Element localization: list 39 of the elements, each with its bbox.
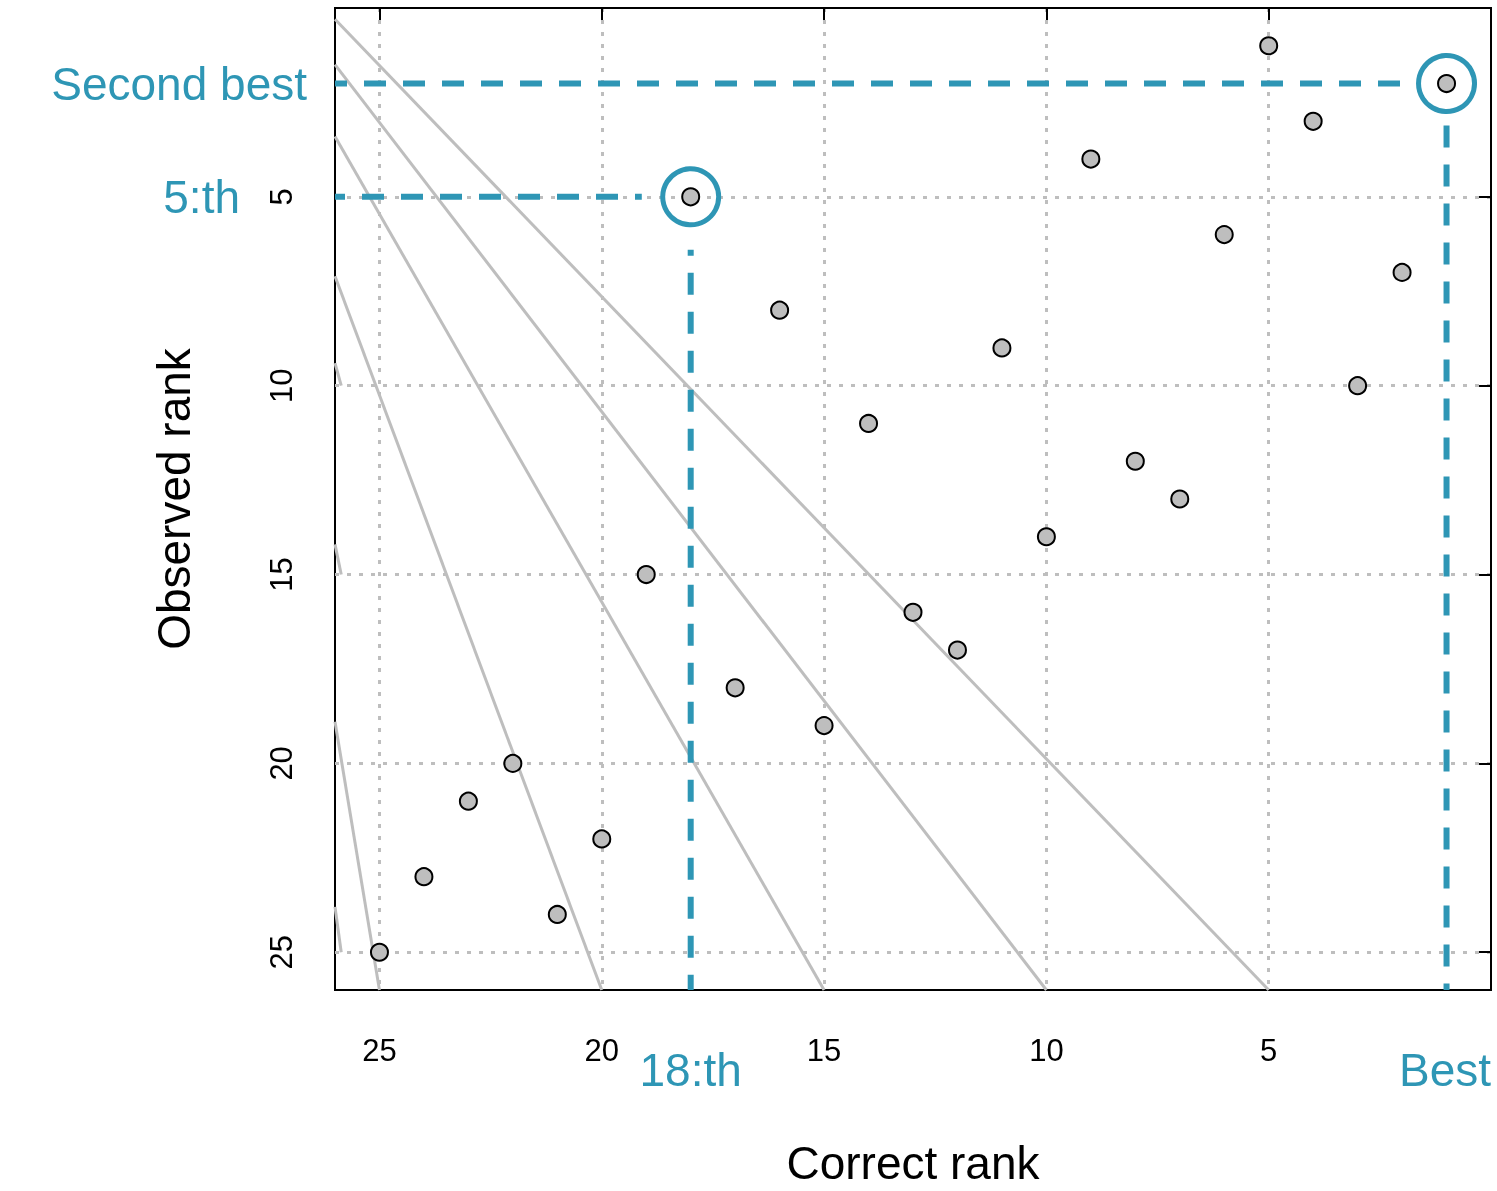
x-axis-title: Correct rank [786, 1137, 1041, 1189]
y-axis-title: Observed rank [148, 347, 200, 650]
point [1214, 225, 1234, 245]
point [1392, 262, 1412, 282]
point [992, 338, 1012, 358]
point [547, 904, 567, 924]
point [1036, 527, 1056, 547]
series-label: Best [1398, 1044, 1492, 1096]
x-tick-label: 5 [1260, 1033, 1278, 1068]
point [1303, 111, 1323, 131]
point [1348, 376, 1368, 396]
point [1170, 489, 1190, 509]
point [592, 829, 612, 849]
y-tick-label: 5 [264, 188, 299, 206]
point [1259, 36, 1279, 56]
point [814, 716, 834, 736]
point [636, 565, 656, 585]
series-label: Second best [51, 57, 308, 110]
point [458, 791, 478, 811]
point [725, 678, 745, 698]
y-tick-label: 20 [264, 746, 299, 781]
point [369, 942, 389, 962]
x-tick-label: 15 [806, 1033, 842, 1068]
point [770, 300, 790, 320]
y-tick-label: 10 [264, 368, 299, 403]
x-tick-label: 25 [362, 1033, 397, 1068]
point [1125, 451, 1145, 471]
x-tick-label: 10 [1029, 1033, 1064, 1068]
series-label: 18:th [639, 1044, 742, 1096]
point [859, 413, 879, 433]
point [903, 602, 923, 622]
y-tick-label: 15 [264, 557, 299, 592]
y-tick-label: 25 [264, 934, 299, 970]
x-tick-label: 20 [584, 1033, 620, 1068]
point [947, 640, 967, 660]
point [1081, 149, 1101, 169]
point [503, 753, 523, 773]
text: 5:th [163, 170, 240, 223]
point [414, 867, 434, 887]
